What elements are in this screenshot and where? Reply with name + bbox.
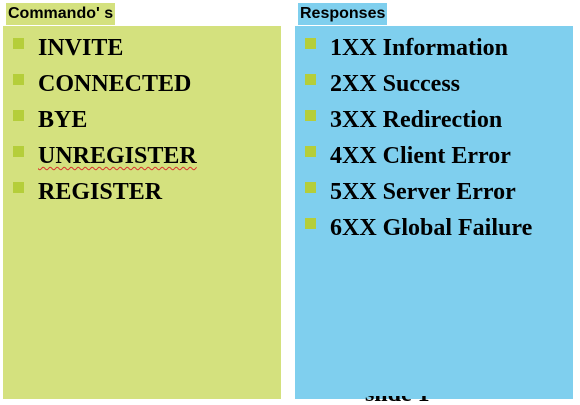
square-bullet-icon (305, 38, 316, 49)
command-label: BYE (38, 107, 88, 133)
command-label: INVITE (38, 35, 124, 61)
square-bullet-icon (305, 110, 316, 121)
command-label: REGISTER (38, 179, 163, 205)
commands-title: Commando' s (6, 3, 116, 25)
square-bullet-icon (305, 146, 316, 157)
response-label: 5XX Server Error (330, 179, 516, 205)
footer-text-fragment: slide 1 (365, 396, 453, 405)
response-label: 4XX Client Error (330, 143, 511, 169)
command-label: UNREGISTER (38, 143, 197, 169)
square-bullet-icon (305, 218, 316, 229)
square-bullet-icon (13, 74, 24, 85)
footer-text: slide 1 (365, 396, 430, 405)
response-label: 6XX Global Failure (330, 215, 533, 241)
command-label: CONNECTED (38, 71, 192, 97)
square-bullet-icon (13, 182, 24, 193)
responses-panel: 1XX Information 2XX Success 3XX Redirect… (295, 26, 573, 399)
square-bullet-icon (13, 38, 24, 49)
response-label: 1XX Information (330, 35, 508, 61)
square-bullet-icon (305, 74, 316, 85)
responses-title: Responses (298, 3, 388, 25)
response-label: 3XX Redirection (330, 107, 503, 133)
square-bullet-icon (13, 110, 24, 121)
commands-panel: INVITE CONNECTED BYE UNREGISTER REGISTER (3, 26, 281, 399)
response-label: 2XX Success (330, 71, 460, 97)
square-bullet-icon (305, 182, 316, 193)
square-bullet-icon (13, 146, 24, 157)
